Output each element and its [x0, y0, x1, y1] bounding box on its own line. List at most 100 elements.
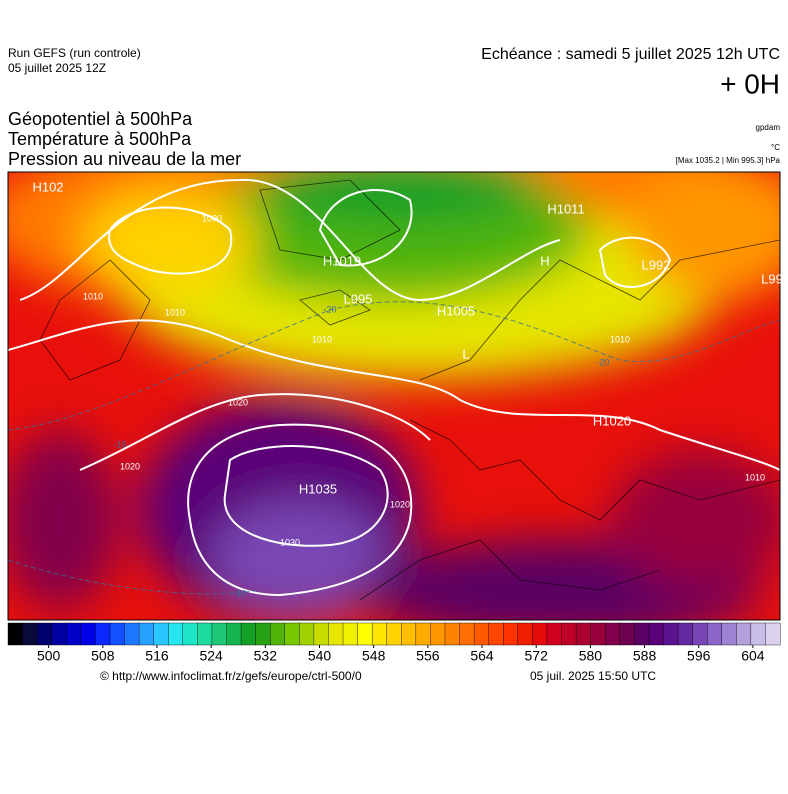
- title: Pression au niveau de la mer: [8, 149, 241, 169]
- colorbar-swatch: [240, 622, 257, 646]
- colorbar-swatch: [7, 622, 24, 646]
- colorbar-swatch: [269, 622, 286, 646]
- colorbar-tick-label: 532: [254, 648, 278, 664]
- footer-stamp: 05 juil. 2025 15:50 UTC: [530, 669, 656, 683]
- footer-url: © http://www.infoclimat.fr/z/gefs/europe…: [100, 669, 362, 683]
- colorbar-swatch: [95, 622, 111, 646]
- isobar-label: 1010: [745, 472, 765, 482]
- title: Température à 500hPa: [8, 129, 192, 149]
- colorbar-swatch: [546, 622, 563, 646]
- colorbar-swatch: [66, 622, 82, 646]
- title: Géopotentiel à 500hPa: [8, 109, 193, 129]
- colorbar-swatch: [706, 622, 723, 646]
- map: [8, 172, 780, 620]
- temperature-label: -20: [323, 304, 336, 314]
- colorbar-swatch: [634, 622, 650, 646]
- colorbar-swatch: [648, 622, 664, 646]
- colorbar-tick-label: 500: [37, 648, 61, 664]
- colorbar-swatch: [503, 622, 519, 646]
- colorbar-swatch: [473, 622, 490, 646]
- colorbar-swatch: [590, 622, 606, 646]
- colorbar-tick-label: 580: [579, 648, 603, 664]
- colorbar-swatch: [386, 622, 402, 646]
- colorbar-swatch: [284, 622, 300, 646]
- colorbar-swatch: [517, 622, 533, 646]
- colorbar-swatch: [488, 622, 504, 646]
- colorbar-swatch: [575, 622, 592, 646]
- pressure-center: H1011: [547, 201, 584, 216]
- temperature-label: -10: [113, 439, 126, 449]
- pressure-center: L992: [642, 257, 671, 272]
- colorbar-swatch: [342, 622, 359, 646]
- isobar-label: 1020: [120, 461, 140, 471]
- colorbar-tick-label: 508: [91, 648, 115, 664]
- pressure-center: H1035: [299, 481, 337, 496]
- run-label: Run GEFS (run controle): [8, 46, 141, 60]
- colorbar-swatch: [532, 622, 548, 646]
- colorbar-swatch: [226, 622, 242, 646]
- colorbar-swatch: [124, 622, 140, 646]
- pressure-center: L: [462, 346, 469, 361]
- isobar-label: 1000: [202, 213, 222, 223]
- pressure-center: H: [540, 253, 549, 268]
- colorbar-tick-label: 524: [199, 648, 223, 664]
- pressure-center: H1005: [437, 303, 475, 318]
- colorbar-swatch: [197, 622, 213, 646]
- unit: °C: [771, 143, 780, 152]
- pressure-center: H1019: [323, 253, 361, 268]
- colorbar-swatch: [605, 622, 621, 646]
- colorbar-swatch: [459, 622, 475, 646]
- isobar-label: 1010: [610, 334, 630, 344]
- pressure-center: L995: [344, 291, 373, 306]
- colorbar-tick-label: 540: [308, 648, 332, 664]
- temperature-label: -20: [596, 357, 609, 367]
- colorbar-swatch: [80, 622, 96, 646]
- colorbar-tick-label: 564: [470, 648, 494, 664]
- colorbar-tick-label: 548: [362, 648, 386, 664]
- colorbar-swatch: [299, 622, 315, 646]
- colorbar-swatch: [22, 622, 38, 646]
- colorbar-swatch: [168, 622, 184, 646]
- colorbar-swatch: [692, 622, 708, 646]
- colorbar-swatch: [51, 622, 67, 646]
- isobar-label: 1010: [312, 334, 332, 344]
- colorbar-swatch: [415, 622, 431, 646]
- colorbar-tick-label: 604: [741, 648, 765, 664]
- colorbar-swatch: [619, 622, 635, 646]
- unit: [Max 1035.2 | Min 995.3] hPa: [676, 156, 781, 165]
- colorbar-tick-label: 596: [687, 648, 711, 664]
- colorbar-swatch: [444, 622, 461, 646]
- colorbar-tick-label: 588: [633, 648, 657, 664]
- lead-time: + 0H: [720, 68, 780, 99]
- colorbar-swatch: [313, 622, 329, 646]
- colorbar-swatch: [721, 622, 737, 646]
- colorbar-tick-label: 556: [416, 648, 440, 664]
- colorbar-swatch: [328, 622, 344, 646]
- colorbar-swatch: [663, 622, 679, 646]
- pressure-center: H102: [32, 179, 63, 194]
- colorbar-swatch: [255, 622, 271, 646]
- colorbar-swatch: [430, 622, 446, 646]
- isobar-label: 1020: [228, 397, 248, 407]
- colorbar-swatch: [357, 622, 373, 646]
- colorbar-swatch: [736, 622, 752, 646]
- map-frame: [7, 171, 781, 621]
- isobar-label: 1020: [390, 499, 410, 509]
- colorbar-swatch: [109, 622, 126, 646]
- colorbar-swatch: [36, 622, 53, 646]
- colorbar-swatch: [138, 622, 155, 646]
- isobar-label: 1010: [83, 291, 103, 301]
- pressure-center: H1020: [593, 413, 631, 428]
- pressure-center: L99: [761, 271, 783, 286]
- colorbar-swatch: [677, 622, 694, 646]
- colorbar-tick-label: 572: [525, 648, 549, 664]
- colorbar-swatch: [371, 622, 388, 646]
- colorbar-swatch: [182, 622, 198, 646]
- colorbar-swatch: [561, 622, 577, 646]
- colorbar-swatch: [153, 622, 169, 646]
- colorbar-swatch: [750, 622, 766, 646]
- temperature-label: -10: [233, 588, 246, 598]
- colorbar-swatch: [401, 622, 417, 646]
- isobar-label: 1010: [165, 307, 185, 317]
